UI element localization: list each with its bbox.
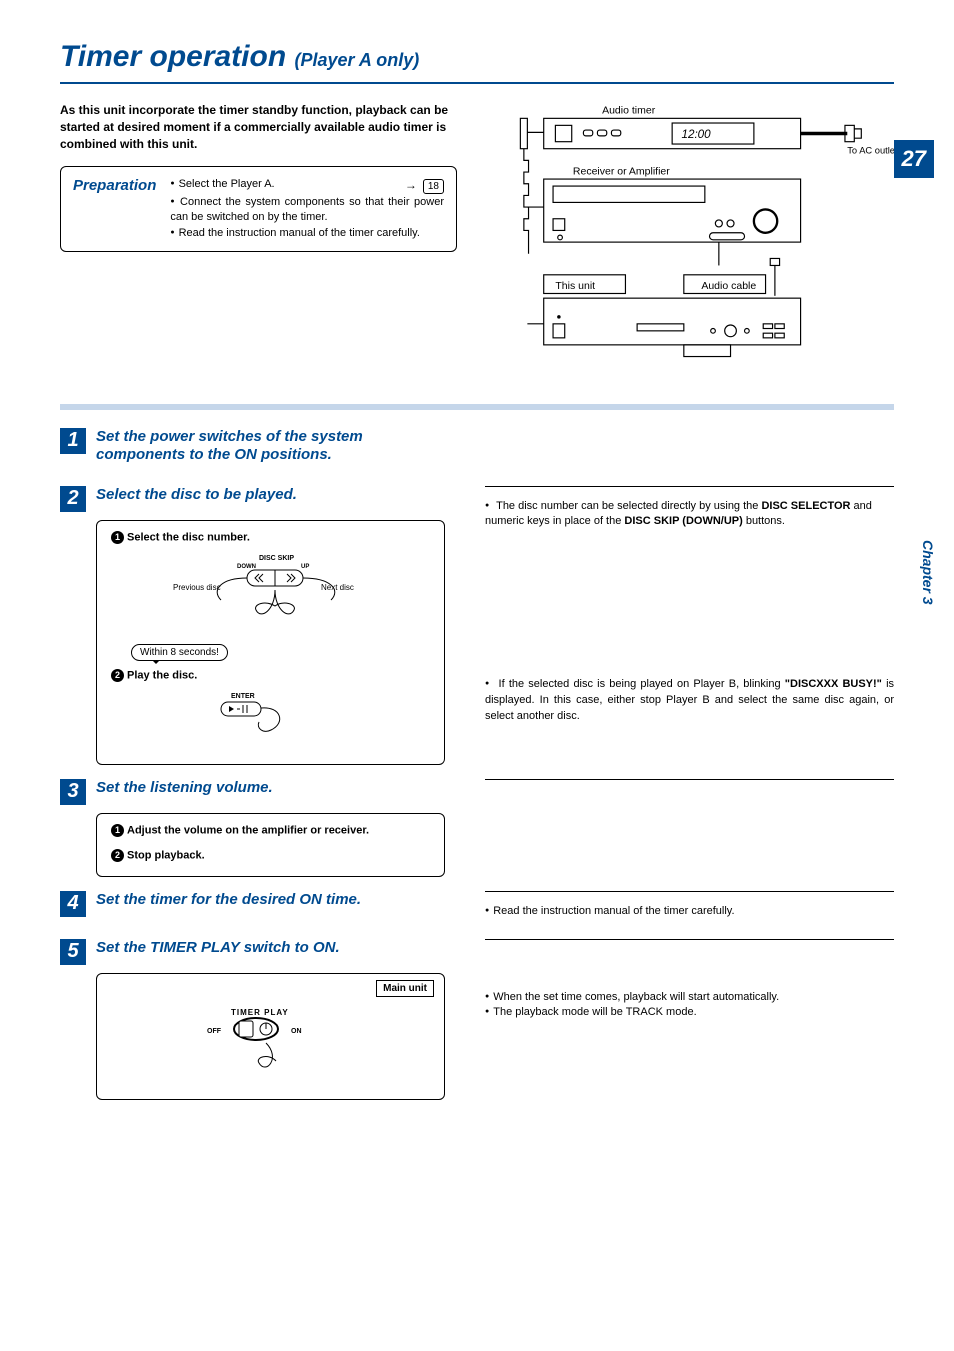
preparation-label: Preparation xyxy=(73,177,156,194)
svg-text:Receiver or Amplifier: Receiver or Amplifier xyxy=(573,165,670,177)
section-divider xyxy=(60,404,894,410)
title-sub: (Player A only) xyxy=(295,50,420,70)
svg-text:DISC SKIP: DISC SKIP xyxy=(259,555,294,562)
step-4-note: Read the instruction manual of the timer… xyxy=(485,904,894,919)
step-title: Set the timer for the desired ON time. xyxy=(96,891,361,909)
step-number: 1 xyxy=(60,428,86,454)
ref-arrow: →18 xyxy=(405,177,444,194)
intro-text: As this unit incorporate the timer stand… xyxy=(60,102,457,152)
page-title: Timer operation (Player A only) xyxy=(60,40,894,74)
step-3: 3 Set the listening volume. 1Adjust the … xyxy=(60,779,894,877)
step3-sub1: Adjust the volume on the amplifier or re… xyxy=(127,824,369,836)
svg-text:UP: UP xyxy=(301,564,309,570)
preparation-list: Select the Player A. →18 Connect the sys… xyxy=(170,177,444,241)
step-5: 5 Set the TIMER PLAY switch to ON. Main … xyxy=(60,939,894,1100)
svg-text:This unit: This unit xyxy=(555,280,595,292)
svg-text:DOWN: DOWN xyxy=(237,564,256,570)
top-section: As this unit incorporate the timer stand… xyxy=(60,102,894,374)
wiring-diagram-svg: Audio timer 12:00 To AC outlet Receiver … xyxy=(497,102,894,371)
step3-sub2: Stop playback. xyxy=(127,849,205,861)
timer-play-diagram: TIMER PLAY OFF ON xyxy=(191,1003,351,1083)
step-number: 2 xyxy=(60,486,86,512)
connection-diagram: Audio timer 12:00 To AC outlet Receiver … xyxy=(497,102,894,374)
step-5-note-1: When the set time comes, playback will s… xyxy=(485,990,894,1005)
disc-skip-diagram: DISC SKIP DOWN UP Previous disc Next dis… xyxy=(171,550,371,630)
svg-text:OFF: OFF xyxy=(207,1028,222,1035)
enter-button-diagram: ENTER xyxy=(211,688,331,748)
intro-column: As this unit incorporate the timer stand… xyxy=(60,102,457,374)
prep-item-3: Read the instruction manual of the timer… xyxy=(170,226,444,241)
step-title: Set the listening volume. xyxy=(96,779,273,797)
page-ref: 18 xyxy=(423,179,444,194)
svg-text:Previous disc: Previous disc xyxy=(173,583,221,592)
title-main: Timer operation xyxy=(60,40,286,73)
svg-text:Audio timer: Audio timer xyxy=(602,105,656,117)
substep-1-label: Select the disc number. xyxy=(127,531,250,543)
step-number: 4 xyxy=(60,891,86,917)
step-2: 2 Select the disc to be played. 1Select … xyxy=(60,486,894,765)
svg-text:12:00: 12:00 xyxy=(681,128,711,141)
substep-1-icon: 1 xyxy=(111,824,124,837)
step-title: Set the power switches of the system com… xyxy=(96,428,445,464)
step-5-note-2: The playback mode will be TRACK mode. xyxy=(485,1005,894,1020)
title-underline xyxy=(60,82,894,84)
svg-text:TIMER PLAY: TIMER PLAY xyxy=(231,1008,289,1017)
svg-text:ENTER: ENTER xyxy=(231,693,255,700)
step-title: Select the disc to be played. xyxy=(96,486,297,504)
step-number: 3 xyxy=(60,779,86,805)
preparation-box: Preparation Select the Player A. →18 Con… xyxy=(60,166,457,252)
step-2-box: 1Select the disc number. DISC SKIP DOWN … xyxy=(96,520,445,765)
chapter-tab: Chapter 3 xyxy=(920,540,936,605)
svg-text:Audio cable: Audio cable xyxy=(701,280,756,292)
prep-item-1: Select the Player A. xyxy=(170,177,405,192)
step-4: 4 Set the timer for the desired ON time.… xyxy=(60,891,894,925)
svg-text:ON: ON xyxy=(291,1028,302,1035)
svg-text:Next disc: Next disc xyxy=(321,583,354,592)
step-2-note-2: If the selected disc is being played on … xyxy=(485,677,894,725)
main-unit-label: Main unit xyxy=(376,980,434,997)
step-title: Set the TIMER PLAY switch to ON. xyxy=(96,939,340,957)
page-number: 27 xyxy=(894,140,934,178)
within-8-seconds: Within 8 seconds! xyxy=(131,644,228,661)
step-number: 5 xyxy=(60,939,86,965)
step-3-box: 1Adjust the volume on the amplifier or r… xyxy=(96,813,445,877)
step-1: 1 Set the power switches of the system c… xyxy=(60,428,894,472)
substep-2-icon: 2 xyxy=(111,849,124,862)
svg-text:To AC outlet: To AC outlet xyxy=(847,145,894,155)
step-5-box: Main unit TIMER PLAY OFF ON xyxy=(96,973,445,1100)
substep-1-icon: 1 xyxy=(111,531,124,544)
substep-2-label: Play the disc. xyxy=(127,669,197,681)
step-2-note-1: The disc number can be selected directly… xyxy=(485,499,894,531)
substep-2-icon: 2 xyxy=(111,669,124,682)
prep-item-2: Connect the system components so that th… xyxy=(170,195,444,226)
